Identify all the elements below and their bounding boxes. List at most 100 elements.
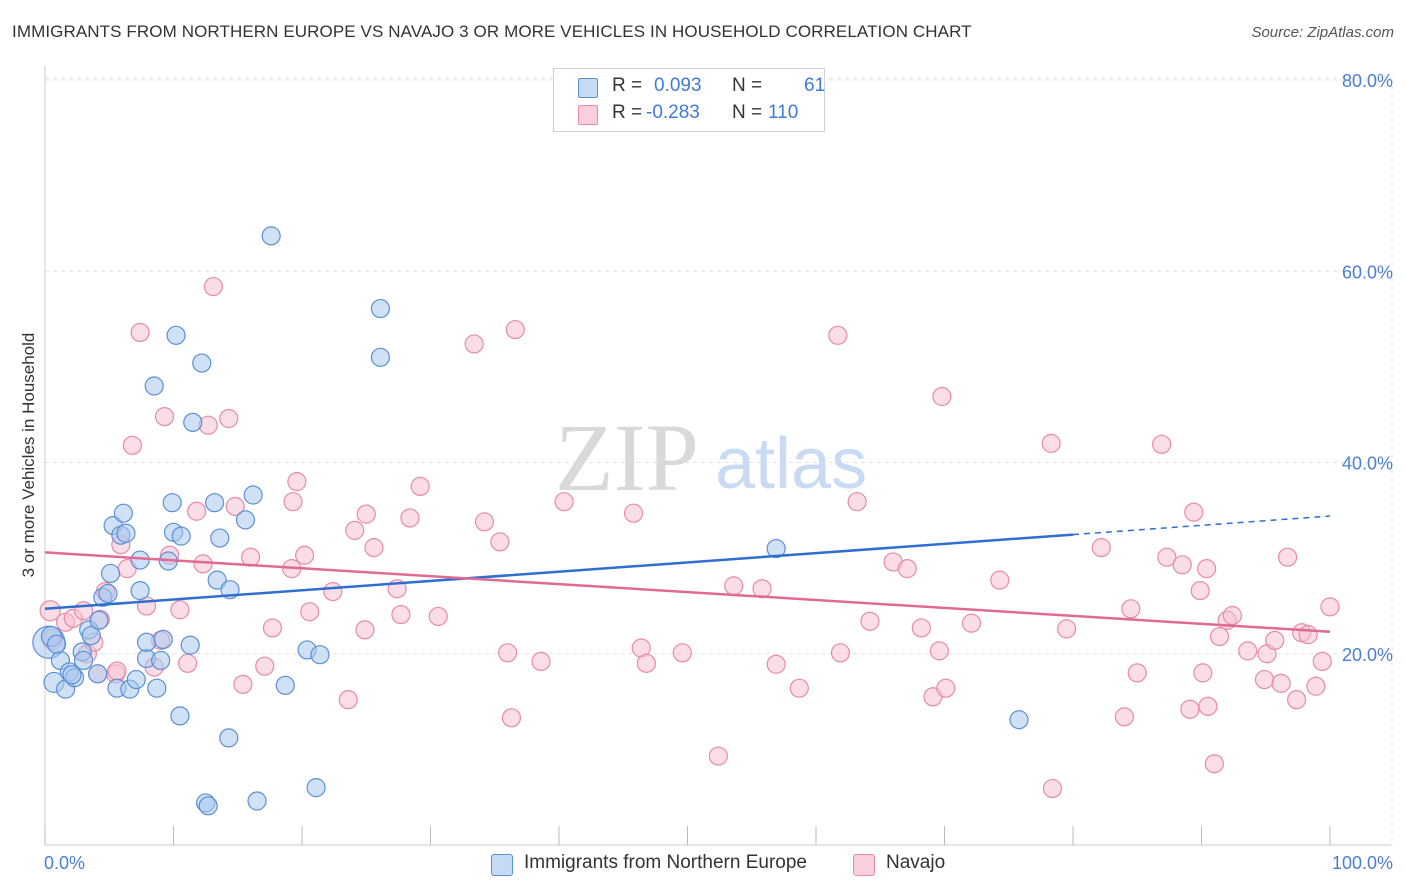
legend-swatch-pink xyxy=(853,854,875,876)
immigrants-point xyxy=(151,650,171,671)
immigrants-point xyxy=(192,353,212,373)
immigrants-point xyxy=(207,570,227,590)
immigrants-point xyxy=(153,629,173,650)
r-value: -0.283 xyxy=(646,102,700,123)
y-tick-label: 80.0% xyxy=(1342,71,1393,91)
navajo-point xyxy=(154,407,175,427)
chart-source: Source: ZipAtlas.com xyxy=(1251,24,1394,41)
navajo-point xyxy=(1271,673,1291,693)
navajo-point xyxy=(766,654,786,674)
watermark: ZIP atlas xyxy=(555,404,867,511)
navajo-point xyxy=(1121,599,1141,619)
navajo-point xyxy=(936,678,956,698)
navajo-point xyxy=(1184,502,1204,522)
navajo-point xyxy=(428,606,448,627)
immigrants-point xyxy=(98,583,118,604)
navajo-point xyxy=(708,746,728,766)
chart-legend: Immigrants from Northern Europe Navajo xyxy=(0,852,1406,880)
navajo-point xyxy=(356,504,376,524)
navajo-point xyxy=(1091,538,1111,558)
navajo-point xyxy=(39,600,61,622)
immigrants-point xyxy=(180,635,200,655)
navajo-point xyxy=(1190,581,1210,601)
navajo-point xyxy=(170,600,190,620)
navajo-point xyxy=(752,579,772,599)
immigrants-trend-line xyxy=(44,533,1074,611)
navajo-point xyxy=(830,643,851,663)
data-points xyxy=(32,226,1340,816)
y-tick-label: 40.0% xyxy=(1342,454,1393,474)
navajo-trend-line xyxy=(44,551,1331,634)
immigrants-point xyxy=(310,645,330,665)
immigrants-point xyxy=(130,581,150,601)
navajo-point xyxy=(505,319,525,340)
navajo-point xyxy=(130,322,150,343)
navajo-point xyxy=(233,674,253,694)
watermark-zip: ZIP xyxy=(555,404,699,511)
navajo-point xyxy=(187,501,207,521)
navajo-point xyxy=(300,602,320,622)
immigrants-point xyxy=(235,510,256,530)
navajo-point xyxy=(338,690,358,710)
immigrants-point xyxy=(162,493,182,513)
navajo-point xyxy=(1238,641,1258,661)
navajo-point xyxy=(178,653,198,673)
n-label: N = xyxy=(732,75,763,96)
navajo-point xyxy=(1172,555,1192,575)
trend-lines xyxy=(44,515,1331,634)
x-tick-label: 0.0% xyxy=(44,853,85,873)
navajo-point xyxy=(961,613,982,633)
navajo-point xyxy=(355,620,375,640)
n-value: 110 xyxy=(768,102,799,123)
navajo-point xyxy=(255,656,275,676)
blue-swatch xyxy=(578,78,598,98)
immigrants-point xyxy=(81,625,101,646)
navajo-point xyxy=(1198,696,1218,716)
stats-legend-box: R = 0.093 N = 61 R = -0.283 N = 110 xyxy=(553,68,825,132)
navajo-point xyxy=(287,472,307,492)
immigrants-point xyxy=(306,778,326,798)
immigrants-point xyxy=(183,412,203,432)
immigrants-point xyxy=(205,493,225,513)
immigrants-point xyxy=(247,791,267,811)
immigrants-point xyxy=(147,678,167,698)
r-label: R = xyxy=(612,75,643,96)
navajo-point xyxy=(1114,707,1135,727)
y-axis-label: 3 or more Vehicles in Household xyxy=(19,333,38,578)
immigrants-point xyxy=(370,298,390,319)
navajo-point xyxy=(623,503,644,523)
legend-label: Immigrants from Northern Europe xyxy=(524,852,807,873)
navajo-point xyxy=(1042,778,1063,799)
immigrants-point xyxy=(166,325,186,345)
navajo-point xyxy=(1222,605,1242,626)
chart-title: IMMIGRANTS FROM NORTHERN EUROPE VS NAVAJ… xyxy=(12,22,972,41)
tick-labels: 20.0% 40.0% 60.0% 80.0% 0.0% 100.0% xyxy=(44,71,1393,873)
navajo-point xyxy=(203,276,223,297)
navajo-point xyxy=(1286,690,1307,710)
navajo-point xyxy=(345,520,365,540)
immigrants-point xyxy=(243,485,263,505)
immigrants-point xyxy=(100,563,121,584)
navajo-point xyxy=(400,508,420,528)
navajo-point xyxy=(1180,699,1200,719)
navajo-point xyxy=(1312,651,1332,672)
r-label: R = xyxy=(612,102,643,123)
navajo-point xyxy=(283,492,303,512)
watermark-atlas: atlas xyxy=(715,424,867,504)
immigrants-point xyxy=(171,526,191,546)
navajo-point xyxy=(1197,559,1217,579)
navajo-point xyxy=(1265,630,1285,650)
x-tick-label: 100.0% xyxy=(1332,853,1393,873)
navajo-point xyxy=(1056,619,1077,639)
navajo-point xyxy=(1298,625,1318,645)
n-label: N = xyxy=(732,102,763,123)
navajo-point xyxy=(464,334,484,354)
navajo-point xyxy=(294,545,315,565)
navajo-point xyxy=(323,581,343,602)
navajo-point xyxy=(1320,597,1340,617)
navajo-point xyxy=(1209,626,1230,647)
navajo-point xyxy=(225,496,245,517)
navajo-point xyxy=(531,651,551,672)
navajo-point xyxy=(1127,663,1147,683)
navajo-point xyxy=(1193,663,1213,683)
